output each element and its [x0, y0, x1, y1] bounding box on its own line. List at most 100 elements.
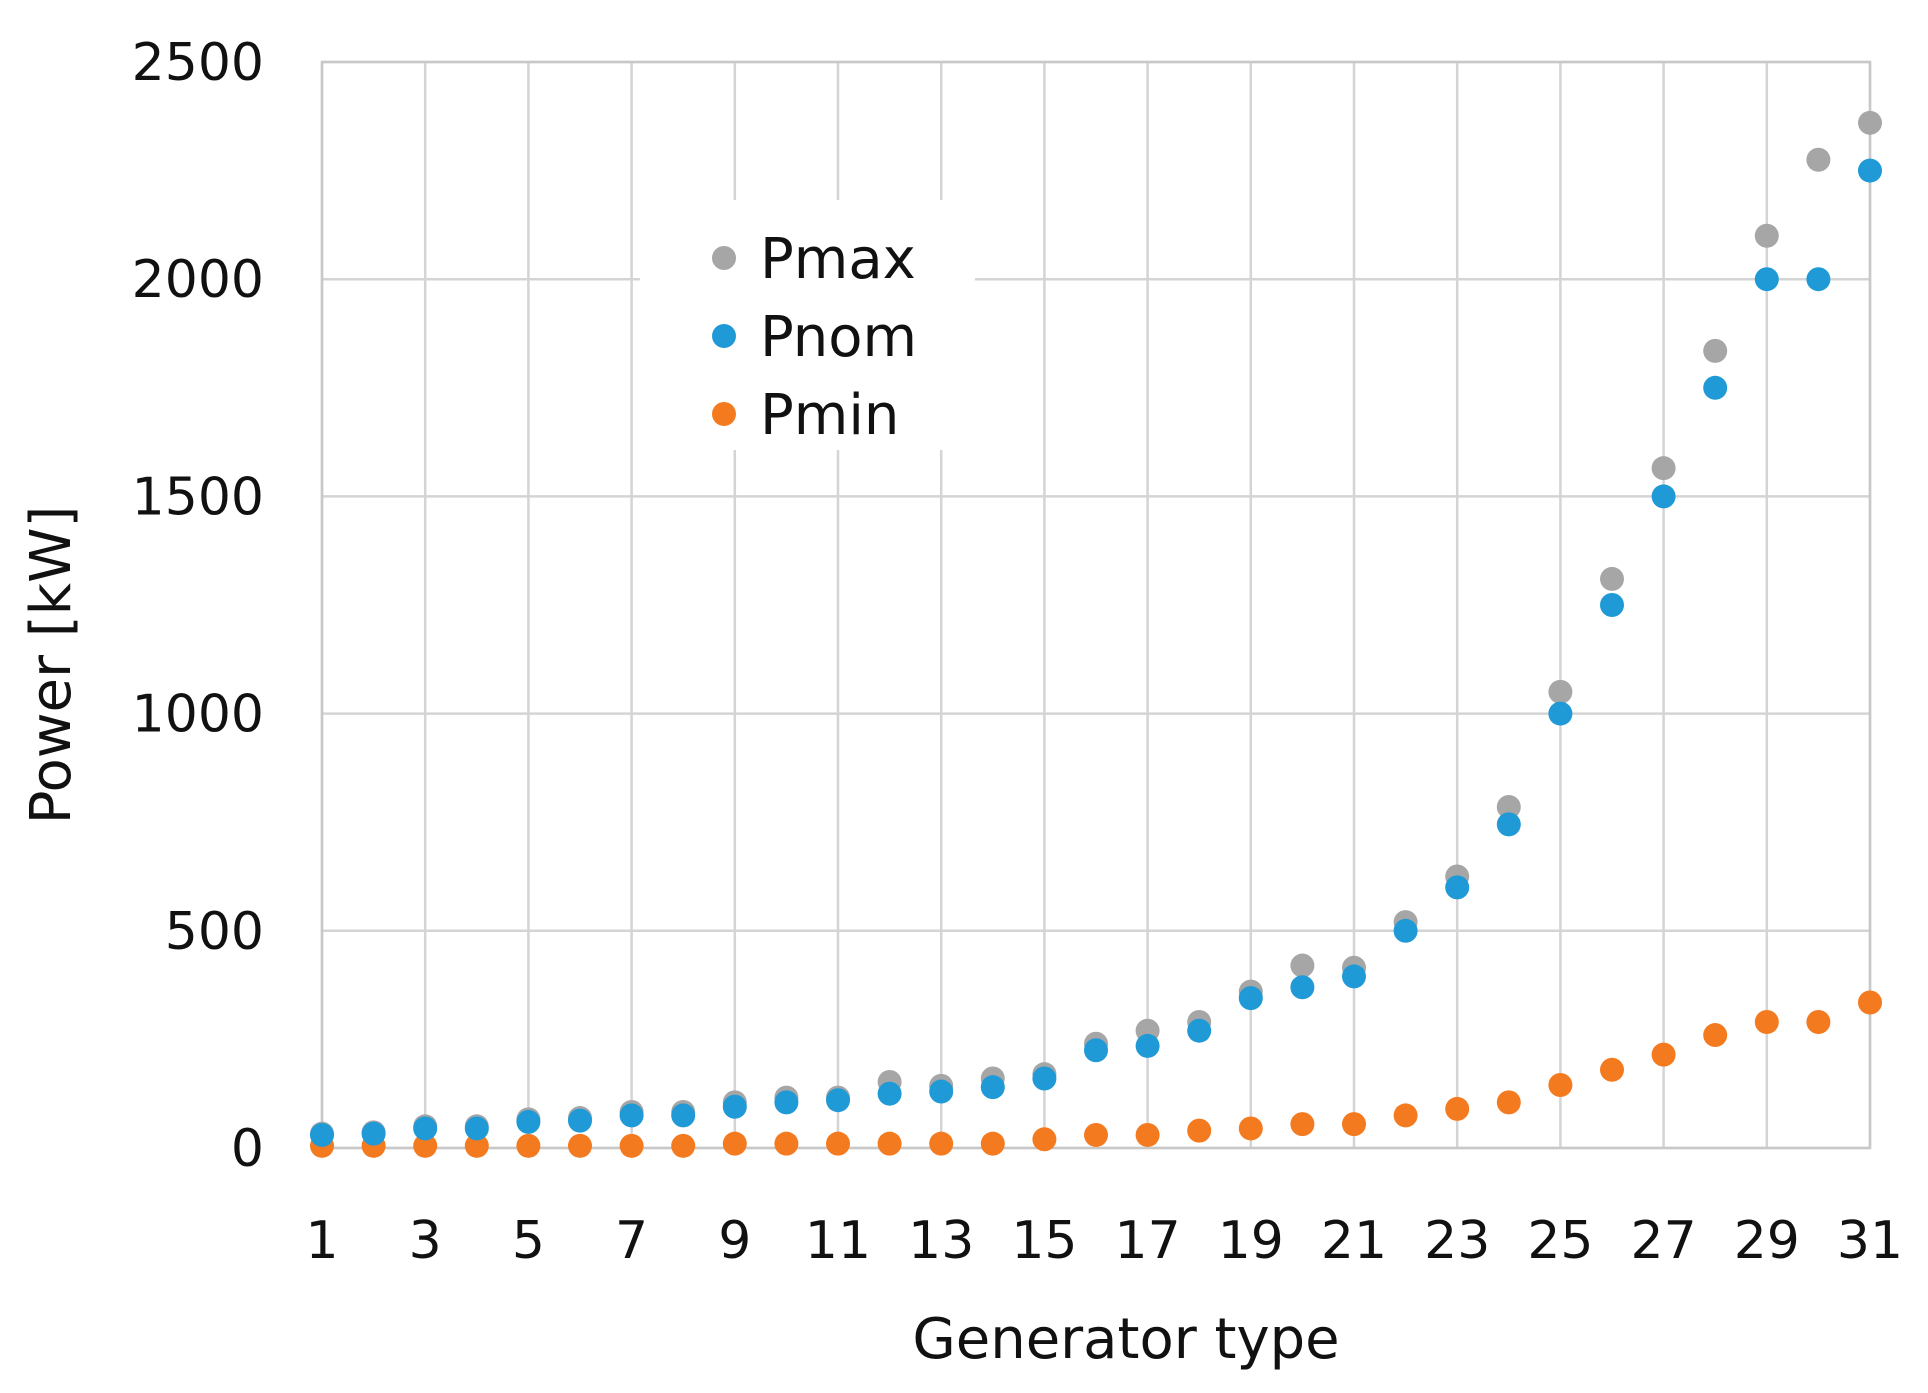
- point-pmin: [516, 1133, 541, 1158]
- point-pmin: [877, 1131, 902, 1156]
- point-pnom: [1084, 1038, 1108, 1063]
- point-pnom: [1496, 812, 1521, 837]
- point-pnom: [1032, 1066, 1057, 1091]
- legend-marker: [712, 402, 736, 426]
- plot-area-border: [320, 60, 1872, 1150]
- point-pnom: [464, 1116, 489, 1141]
- point-pnom: [310, 1122, 334, 1147]
- x-axis-title: Generator type: [912, 1307, 1339, 1372]
- point-pmax: [1496, 794, 1521, 819]
- x-tick-label: 5: [512, 1211, 545, 1271]
- x-tick-label: 11: [805, 1211, 871, 1271]
- y-tick-label: 0: [231, 1119, 264, 1179]
- x-tick-label: 1: [305, 1211, 338, 1271]
- legend-background: [640, 200, 975, 450]
- point-pmin: [1496, 1090, 1521, 1115]
- point-pmin: [826, 1131, 850, 1156]
- point-pnom: [1393, 918, 1418, 943]
- point-pmin: [568, 1133, 592, 1158]
- point-pmin: [1342, 1112, 1366, 1137]
- point-pnom: [1858, 158, 1882, 183]
- legend-marker: [712, 324, 736, 348]
- point-pmax: [1290, 953, 1315, 978]
- x-tick-label: 31: [1837, 1211, 1903, 1271]
- y-tick-label: 2500: [132, 33, 264, 93]
- point-pmin: [1393, 1103, 1418, 1128]
- point-pmin: [1548, 1073, 1573, 1098]
- point-pmax: [1754, 223, 1779, 248]
- point-pmin: [619, 1133, 644, 1158]
- series-pmax: [310, 110, 1882, 1146]
- point-pmin: [1703, 1023, 1728, 1048]
- y-tick-label: 500: [165, 902, 264, 962]
- point-pmin: [1806, 1010, 1831, 1035]
- point-pmin: [1858, 990, 1882, 1015]
- legend: Pmax Pnom Pmin: [640, 200, 975, 450]
- point-pnom: [1342, 964, 1366, 989]
- legend-item-pnom: Pnom: [712, 305, 917, 370]
- y-tick-label: 2000: [132, 250, 264, 310]
- point-pmin: [1187, 1118, 1212, 1143]
- x-tick-label: 15: [1011, 1211, 1077, 1271]
- x-tick-label: 27: [1631, 1211, 1697, 1271]
- point-pnom: [826, 1088, 850, 1113]
- point-pnom: [774, 1090, 799, 1115]
- point-pmin: [1445, 1096, 1470, 1121]
- point-pmin: [774, 1131, 799, 1156]
- point-pmin: [1290, 1112, 1315, 1137]
- point-pnom: [929, 1079, 954, 1104]
- point-pmin: [1651, 1042, 1676, 1067]
- point-pnom: [1548, 701, 1573, 726]
- point-pmin: [1600, 1057, 1624, 1082]
- point-pnom: [877, 1081, 902, 1106]
- point-pmin: [929, 1131, 954, 1156]
- point-pmin: [1032, 1127, 1057, 1152]
- y-axis-tick-labels: 0 500 1000 1500 2000 2500: [132, 33, 264, 1179]
- point-pnom: [619, 1103, 644, 1128]
- point-pnom: [722, 1094, 747, 1119]
- point-pnom: [1445, 875, 1470, 900]
- point-pnom: [413, 1116, 438, 1141]
- data-points: [310, 110, 1882, 1158]
- series-pmin: [310, 990, 1882, 1158]
- point-pnom: [1806, 267, 1831, 292]
- point-pmax: [1651, 456, 1676, 481]
- y-tick-label: 1500: [132, 467, 264, 527]
- point-pmax: [1806, 147, 1831, 172]
- legend-label: Pmax: [760, 227, 916, 292]
- x-tick-label: 21: [1321, 1211, 1387, 1271]
- x-tick-label: 29: [1734, 1211, 1800, 1271]
- x-tick-label: 23: [1424, 1211, 1490, 1271]
- gridlines: [320, 60, 1872, 1150]
- x-tick-label: 13: [908, 1211, 974, 1271]
- x-tick-label: 19: [1218, 1211, 1284, 1271]
- point-pnom: [516, 1109, 541, 1134]
- point-pnom: [361, 1121, 386, 1146]
- point-pmin: [671, 1133, 696, 1158]
- legend-label: Pmin: [760, 383, 899, 448]
- point-pmax: [1858, 110, 1882, 135]
- legend-marker: [712, 246, 736, 270]
- legend-item-pmin: Pmin: [712, 383, 899, 448]
- point-pmin: [1754, 1010, 1779, 1035]
- x-tick-label: 17: [1115, 1211, 1181, 1271]
- y-axis-title: Power [kW]: [19, 506, 84, 825]
- point-pmin: [980, 1131, 1005, 1156]
- point-pmax: [1703, 338, 1728, 363]
- point-pmin: [1084, 1122, 1108, 1147]
- point-pnom: [980, 1075, 1005, 1100]
- x-tick-label: 9: [718, 1211, 751, 1271]
- x-tick-label: 7: [615, 1211, 648, 1271]
- point-pnom: [1290, 975, 1315, 1000]
- point-pnom: [1754, 267, 1779, 292]
- series-pnom: [310, 158, 1882, 1147]
- x-tick-label: 25: [1527, 1211, 1593, 1271]
- point-pmin: [464, 1133, 489, 1158]
- point-pnom: [671, 1103, 696, 1128]
- y-tick-label: 1000: [132, 685, 264, 745]
- point-pnom: [1651, 484, 1676, 509]
- x-axis-tick-labels: 1 3 5 7 9 11 13 15 17 19 21 23 25 27 29 31: [305, 1211, 1903, 1271]
- point-pmin: [1238, 1116, 1263, 1141]
- point-pmin: [722, 1131, 747, 1156]
